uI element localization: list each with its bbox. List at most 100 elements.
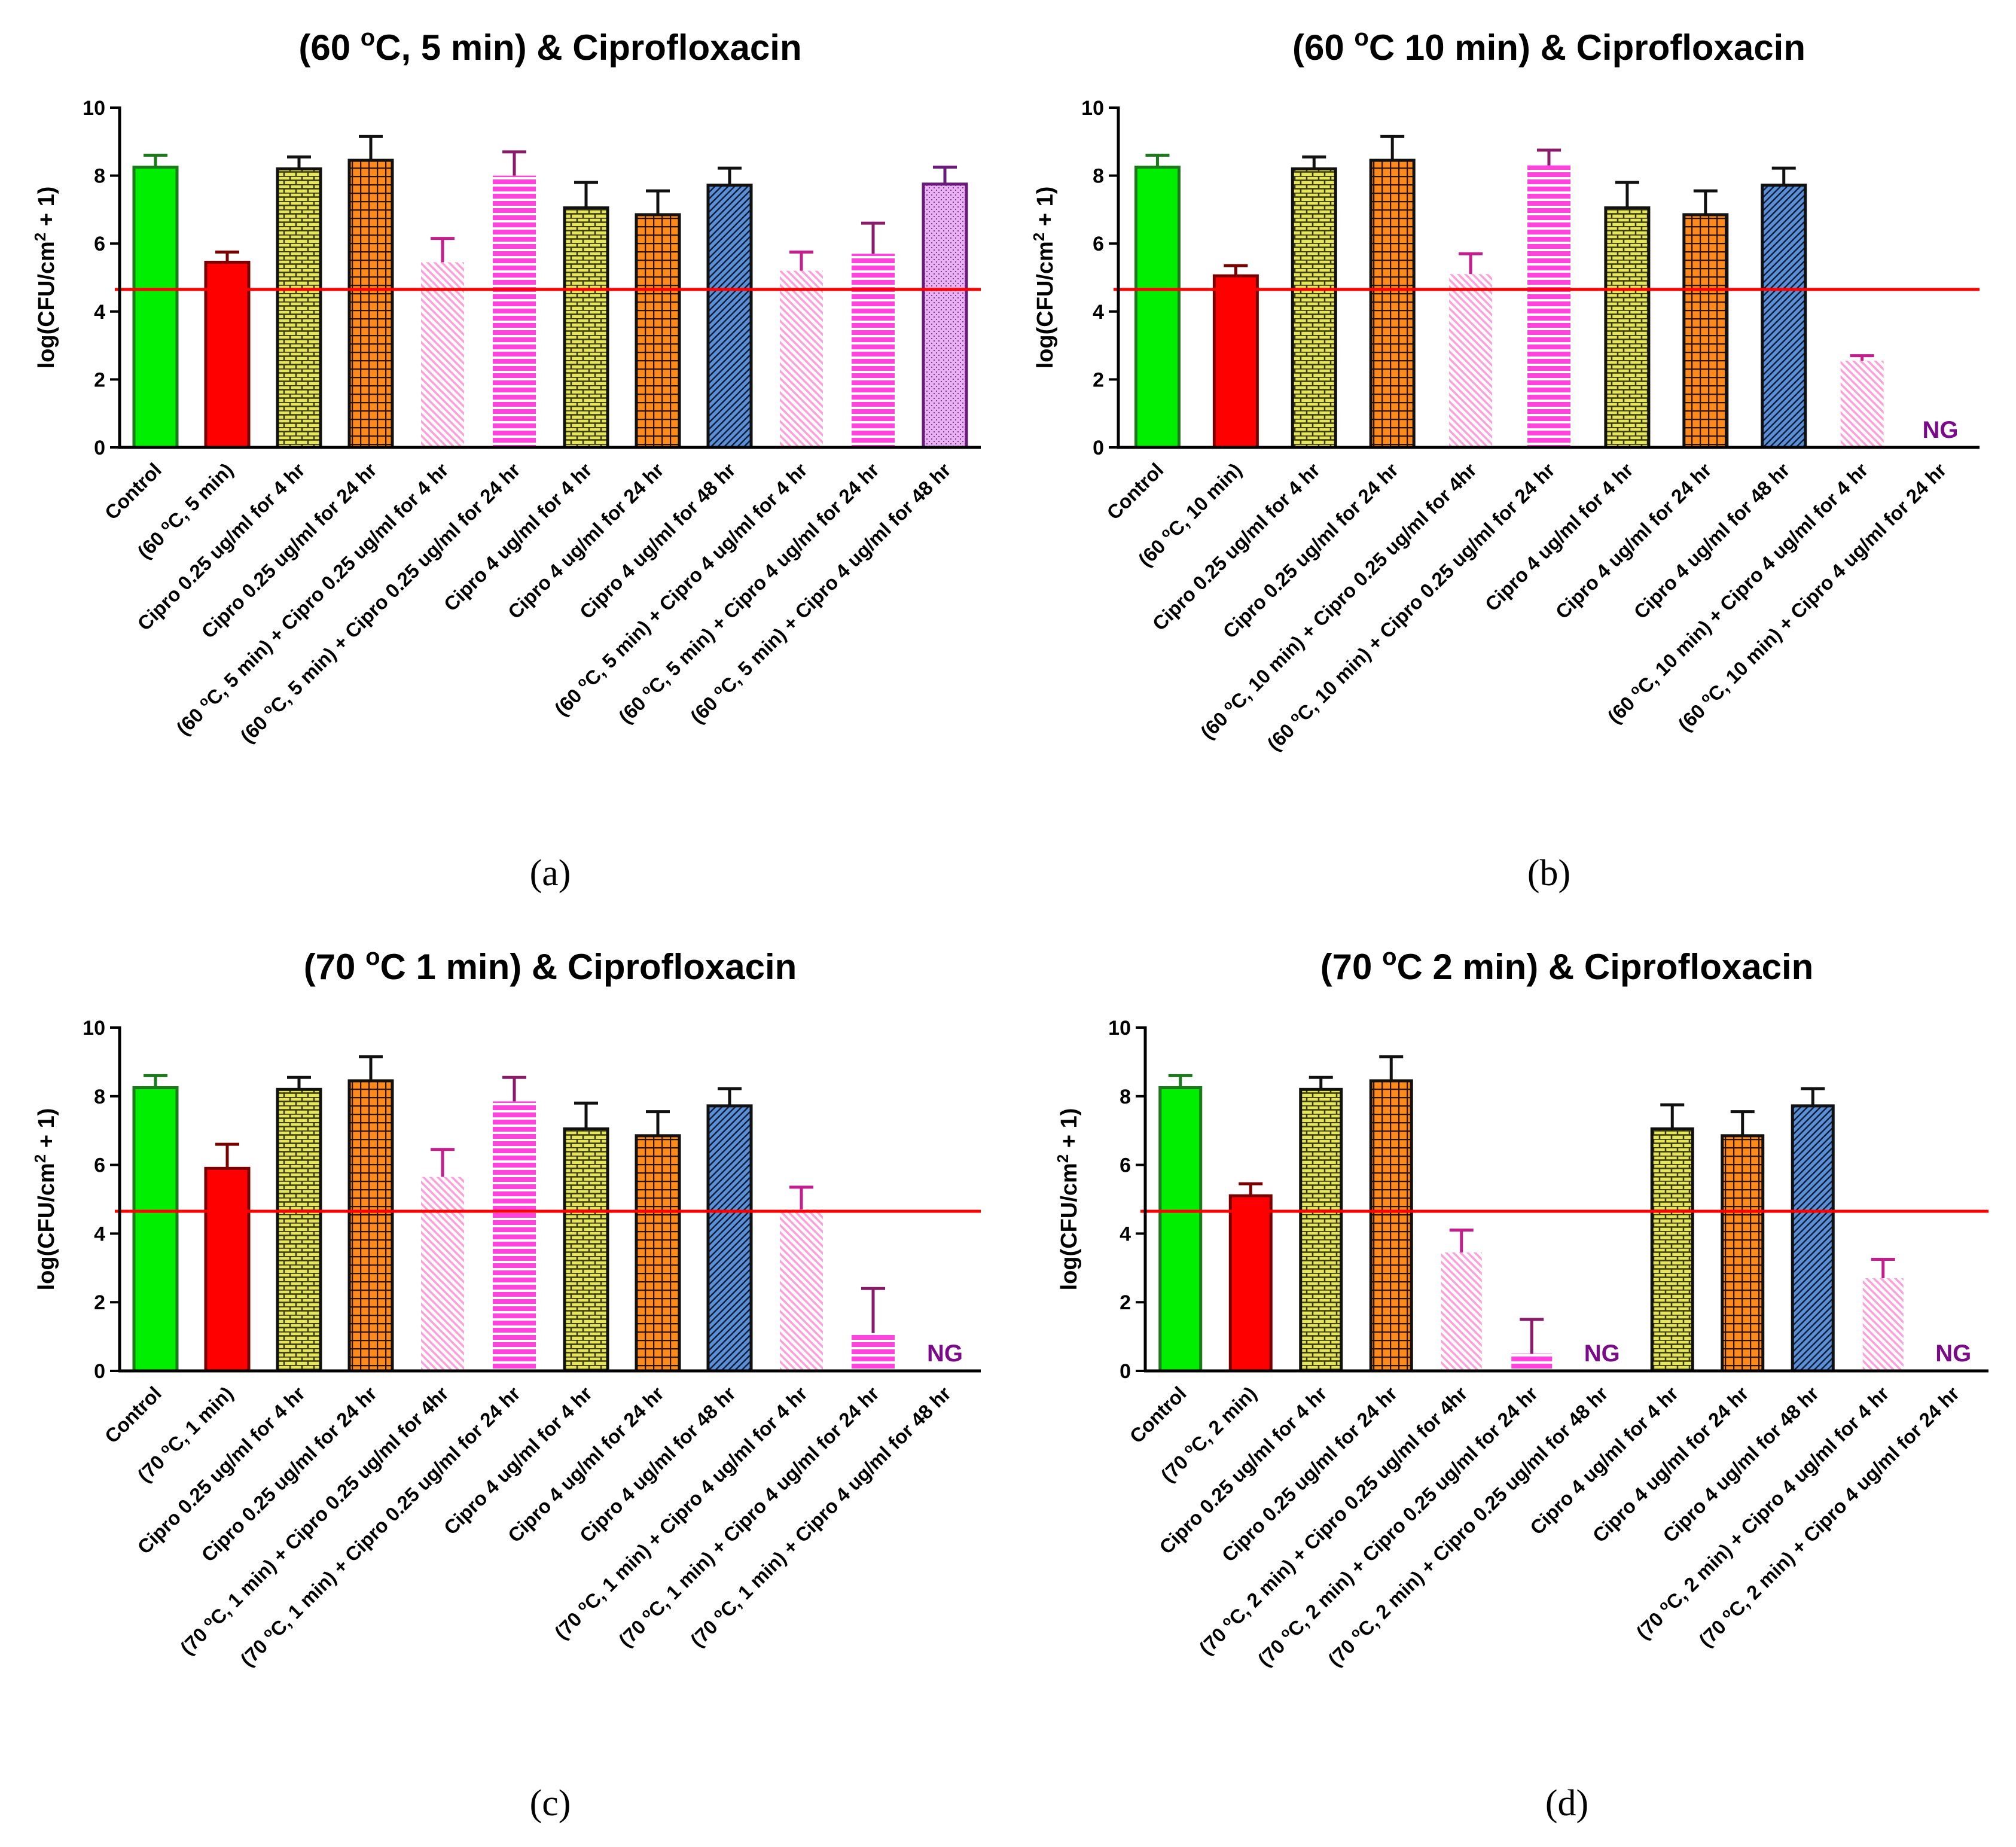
bar	[1604, 206, 1651, 449]
y-tick-label: 8	[94, 1086, 105, 1108]
bar	[493, 1101, 536, 1371]
chart-title: (60 oC, 5 min) & Ciprofloxacin	[298, 25, 801, 68]
bar	[1721, 1134, 1765, 1373]
bar	[421, 262, 464, 447]
chart-title: (60 oC 10 min) & Ciprofloxacin	[1292, 25, 1805, 68]
bar	[1369, 1079, 1413, 1373]
category-label-text: C, 1 min)	[163, 1382, 237, 1457]
category-label: (70 oC, 1 min) + Cipro 4 ug/ml for 48 hr	[685, 1381, 955, 1651]
bar	[1840, 361, 1884, 447]
y-tick-label: 0	[1093, 437, 1104, 459]
bar	[1228, 1194, 1273, 1373]
y-axis-label: log(CFU/cm2 + 1)	[1030, 187, 1058, 369]
bar	[1791, 1104, 1835, 1373]
bar	[276, 1087, 322, 1373]
bar	[1441, 1252, 1482, 1371]
chart-title-superscript: o	[361, 25, 375, 51]
bar	[852, 254, 895, 447]
category-label: Control	[1102, 459, 1167, 524]
category-label: (60 oC, 5 min) + Cipro 4 ug/ml for 48 hr	[685, 458, 955, 727]
bar	[1212, 274, 1259, 449]
y-tick-label: 6	[94, 233, 105, 255]
y-axis-label: log(CFU/cm2 + 1)	[1054, 1108, 1082, 1291]
bar	[1862, 1278, 1904, 1371]
y-tick-label: 2	[94, 368, 105, 391]
chart-title-text: (70	[304, 947, 365, 987]
category-label: (70 oC, 2 min) + Cipro 4 ug/ml for 24 hr	[1694, 1381, 1963, 1651]
panel-label: (d)	[1545, 1783, 1588, 1824]
bar	[706, 1104, 753, 1373]
category-label-text: C, 2 min) + Cipro 0.25 ug/ml for 48 hr	[1353, 1382, 1612, 1641]
category-label: (70 oC, 1 min) + Cipro 0.25 ug/ml for 4h…	[175, 1381, 453, 1659]
y-tick-label: 0	[94, 437, 105, 459]
bar	[132, 165, 179, 449]
category-label: (70 oC, 2 min) + Cipro 4 ug/ml for 4 hr	[1631, 1381, 1893, 1643]
category-label-text: C, 10 min)	[1164, 459, 1246, 541]
y-tick-label: 4	[94, 301, 105, 324]
category-label: (60 oC, 5 min) + Cipro 0.25 ug/ml for 4 …	[171, 458, 453, 739]
bar	[132, 1086, 179, 1373]
y-tick-label: 0	[94, 1360, 105, 1383]
chart-title-superscript: o	[1382, 944, 1396, 970]
bar	[1511, 1354, 1553, 1371]
bar	[1158, 1086, 1203, 1373]
bar	[493, 175, 536, 447]
chart-title-text: (70	[1320, 947, 1382, 987]
y-axis-label-text: log(CFU/cm	[34, 1163, 59, 1290]
chart-title-text: C 10 min) & Ciprofloxacin	[1369, 28, 1805, 68]
y-axis-label-text: + 1)	[34, 187, 59, 233]
y-tick-label: 6	[94, 1154, 105, 1177]
category-label: (60 oC, 10 min) + Cipro 0.25 ug/ml for 2…	[1262, 458, 1559, 755]
bar	[1134, 165, 1181, 449]
bar	[204, 260, 251, 449]
category-label: (60 oC, 5 min) + Cipro 4 ug/ml for 4 hr	[550, 458, 812, 720]
bar	[421, 1177, 464, 1371]
bar	[276, 167, 322, 449]
y-axis-label-text: log(CFU/cm	[1057, 1163, 1082, 1290]
chart-title: (70 oC 1 min) & Ciprofloxacin	[304, 944, 797, 987]
panel-label: (a)	[530, 853, 571, 894]
y-axis-label-text: log(CFU/cm	[1033, 241, 1058, 368]
bar	[635, 1134, 681, 1373]
bar	[922, 182, 968, 449]
y-tick-label: 8	[94, 165, 105, 188]
y-axis-label-superscript: 2	[1030, 233, 1048, 241]
y-axis-label-superscript: 2	[31, 1154, 49, 1163]
bar	[563, 1127, 609, 1373]
bar	[635, 213, 681, 449]
y-axis-label-text: + 1)	[1033, 187, 1058, 233]
category-label: (60 oC, 10 min) + Cipro 0.25 ug/ml for 4…	[1195, 458, 1481, 743]
y-tick-label: 2	[94, 1291, 105, 1314]
chart-title-superscript: o	[1354, 25, 1368, 51]
bar	[347, 1079, 394, 1373]
panel-label: (c)	[530, 1783, 571, 1824]
y-axis-label-text: log(CFU/cm	[34, 241, 59, 368]
bar	[563, 206, 609, 449]
category-label: Cipro 4 ug/ml for 48 hr	[1630, 459, 1794, 623]
bar	[852, 1333, 895, 1371]
bar	[1449, 274, 1493, 447]
y-tick-label: 4	[94, 1223, 105, 1245]
category-label: Cipro 4 ug/ml for 4 hr	[440, 1382, 596, 1539]
no-growth-label: NG	[1584, 1340, 1620, 1367]
category-label: Cipro 4 ug/ml for 4 hr	[1481, 459, 1637, 615]
chart-title-superscript: o	[365, 944, 380, 970]
category-label-text: C, 5 min)	[163, 459, 237, 534]
y-axis-label-text: + 1)	[34, 1108, 59, 1154]
y-tick-label: 10	[83, 97, 105, 120]
bar	[1527, 165, 1570, 447]
y-axis-label: log(CFU/cm2 + 1)	[31, 187, 59, 369]
no-growth-label: NG	[1935, 1340, 1971, 1367]
bar	[1761, 184, 1807, 449]
chart-panel-c: (70 oC 1 min) & Ciprofloxacinlog(CFU/cm2…	[31, 944, 981, 1824]
no-growth-label: NG	[927, 1340, 963, 1367]
y-tick-label: 2	[1120, 1291, 1131, 1314]
category-label: Control	[100, 1382, 166, 1447]
y-axis-label-text: + 1)	[1057, 1108, 1082, 1154]
chart-title-text: (60	[298, 28, 360, 68]
y-tick-label: 10	[1108, 1017, 1131, 1040]
bar	[1291, 167, 1337, 449]
chart-title-text: (60	[1292, 28, 1354, 68]
y-tick-label: 8	[1120, 1086, 1131, 1108]
